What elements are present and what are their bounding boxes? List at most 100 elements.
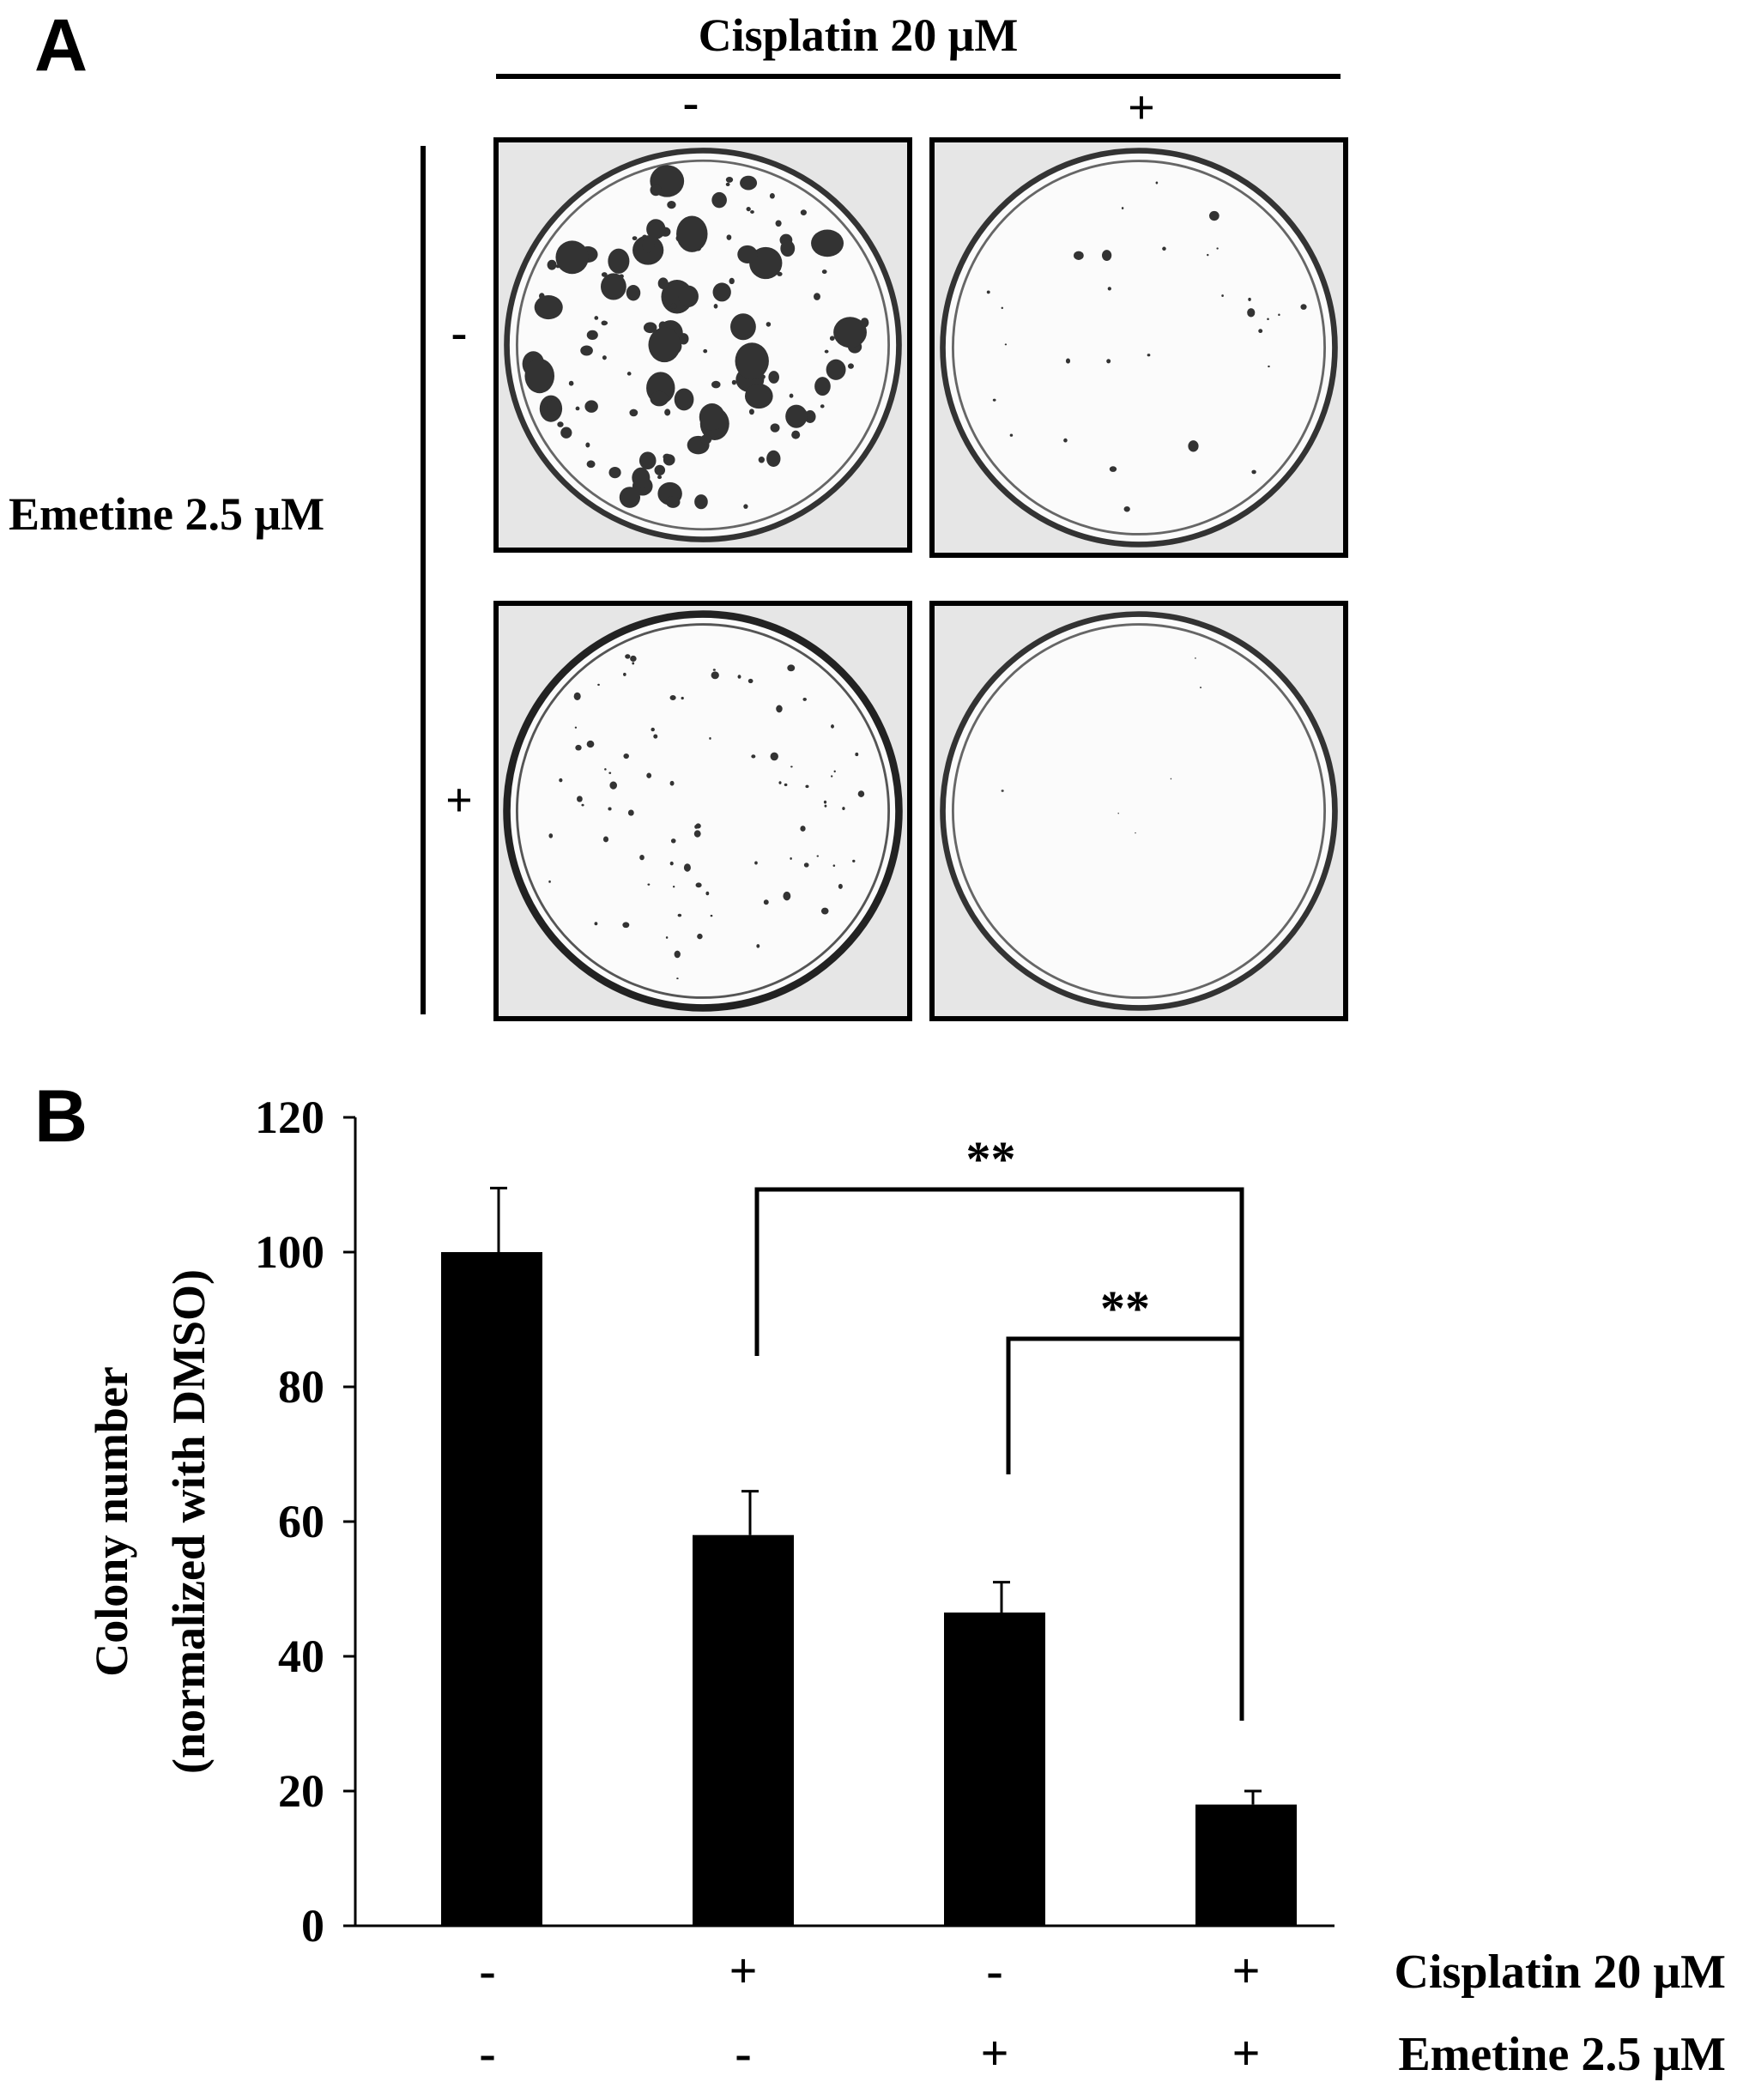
colony (833, 770, 836, 773)
colony (626, 372, 632, 376)
colony (608, 772, 612, 774)
colony (560, 427, 572, 439)
colony (642, 238, 655, 253)
colony (694, 494, 708, 510)
colony (632, 467, 651, 488)
colony (712, 282, 731, 302)
colony (657, 277, 669, 290)
colony (667, 200, 676, 209)
colony (821, 269, 827, 275)
colony (830, 724, 834, 729)
colony (1221, 294, 1224, 297)
dish-cis-minus-eme-minus (493, 137, 912, 553)
colony (711, 380, 721, 389)
colony (559, 778, 563, 783)
colony (586, 740, 595, 748)
colony (586, 460, 596, 469)
colony (770, 752, 778, 761)
condition-sign: - (986, 1943, 1002, 1999)
condition-sign: - (479, 1943, 495, 1999)
colony (650, 184, 662, 197)
colony (627, 809, 634, 816)
colony (705, 891, 710, 896)
colony (1121, 207, 1124, 209)
colony (1109, 466, 1117, 472)
panel-b-letter: B (34, 1075, 88, 1158)
colony (749, 246, 783, 280)
significance-label: ** (1100, 1280, 1150, 1336)
condition-label: Emetine 2.5 μM (1398, 2028, 1726, 2081)
colony (747, 678, 753, 684)
dish-cis-plus-eme-minus (929, 137, 1348, 558)
colony (826, 359, 846, 380)
bar (1195, 1804, 1297, 1926)
colony (1147, 354, 1151, 357)
colony (672, 886, 675, 888)
colony (790, 856, 792, 860)
colony (726, 234, 732, 240)
significance-bracket (754, 1187, 1244, 1570)
colony (731, 379, 737, 385)
colony (574, 726, 578, 729)
colony (670, 838, 676, 844)
colony (1170, 778, 1172, 780)
colony (735, 342, 769, 380)
colony (857, 790, 865, 797)
colony (800, 209, 807, 216)
colony (1063, 438, 1068, 443)
bar (944, 1612, 1045, 1926)
colony (713, 303, 718, 309)
condition-sign: + (1232, 1943, 1260, 1999)
colony (681, 696, 684, 700)
colony (1207, 253, 1209, 257)
colony (805, 784, 809, 789)
colony (1117, 812, 1119, 814)
colony (746, 207, 751, 212)
colony (751, 754, 756, 759)
colony (1195, 657, 1196, 659)
colony (711, 671, 719, 680)
panel-a-top-line (496, 74, 1341, 79)
colony (790, 766, 793, 768)
colony (657, 475, 663, 480)
colony (638, 451, 657, 470)
colony (775, 220, 782, 227)
colony (694, 825, 699, 829)
colony (1065, 358, 1071, 364)
dish-cis-plus-eme-plus (929, 601, 1348, 1021)
colony (665, 936, 669, 939)
colony (1102, 250, 1112, 261)
col-sign-minus: - (682, 76, 699, 130)
colony (604, 768, 607, 771)
colony (664, 409, 671, 416)
colony (539, 293, 545, 300)
colony (580, 345, 593, 356)
panel-a-letter: A (34, 4, 88, 87)
colony (557, 421, 564, 427)
y-tick-label: 40 (278, 1631, 324, 1682)
colony (778, 781, 782, 784)
condition-sign: + (1232, 2025, 1260, 2081)
colony (777, 271, 783, 276)
colony (1004, 343, 1008, 346)
colony (766, 450, 781, 468)
colony (820, 404, 825, 409)
colony (629, 409, 638, 417)
colony (820, 907, 829, 915)
colony (601, 320, 608, 326)
colony (722, 284, 727, 288)
colony (710, 914, 713, 917)
colony (653, 734, 658, 739)
colony (830, 775, 833, 778)
colony (608, 248, 630, 274)
colony (623, 672, 626, 676)
y-tick-label: 80 (278, 1361, 324, 1413)
colony (802, 697, 807, 701)
condition-sign: - (735, 2025, 751, 2081)
colony (1155, 181, 1159, 185)
panel-a-side-label: Emetine 2.5 μM (9, 488, 325, 540)
colony (986, 290, 990, 294)
colony (651, 727, 655, 732)
colony (1258, 329, 1263, 334)
colony (676, 215, 708, 252)
